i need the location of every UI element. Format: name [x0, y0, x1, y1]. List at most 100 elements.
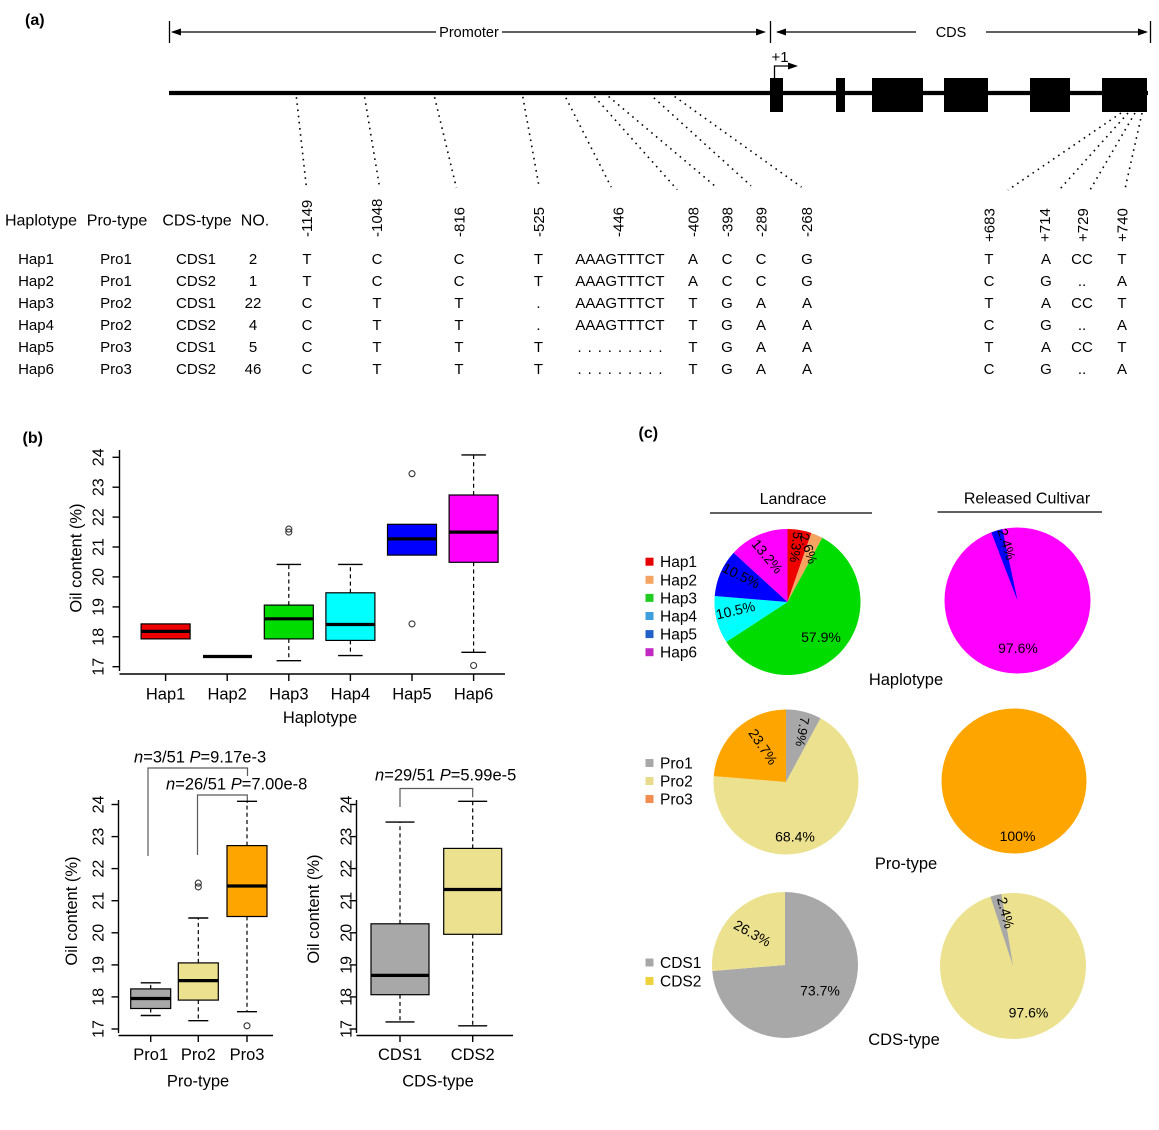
- svg-text:57.9%: 57.9%: [801, 629, 841, 645]
- svg-text:AAAGTTTCT: AAAGTTTCT: [575, 317, 664, 334]
- svg-text:Pro3: Pro3: [660, 792, 693, 809]
- svg-text:T: T: [688, 339, 697, 356]
- svg-text:Haplotype: Haplotype: [869, 671, 943, 689]
- svg-text:Pro2: Pro2: [660, 774, 693, 791]
- svg-text:Pro3: Pro3: [230, 1046, 265, 1064]
- svg-text:T: T: [454, 317, 463, 334]
- svg-text:A: A: [1117, 361, 1127, 378]
- svg-text:G: G: [721, 361, 733, 378]
- svg-text:A: A: [1041, 295, 1051, 312]
- svg-text:G: G: [1040, 317, 1052, 334]
- svg-text:T: T: [984, 339, 993, 356]
- svg-text:.: .: [536, 295, 540, 312]
- svg-text:24: 24: [91, 796, 108, 814]
- svg-text:CDS2: CDS2: [176, 317, 216, 334]
- svg-text:CDS2: CDS2: [176, 361, 216, 378]
- svg-text:22: 22: [339, 860, 356, 878]
- svg-text:T: T: [534, 339, 543, 356]
- svg-text:T: T: [1117, 251, 1126, 268]
- svg-text:C: C: [302, 317, 313, 334]
- svg-text:+740: +740: [1115, 208, 1132, 242]
- svg-text:22: 22: [91, 508, 108, 526]
- svg-text:G: G: [801, 273, 813, 290]
- svg-text:T: T: [372, 339, 381, 356]
- svg-text:..: ..: [1078, 361, 1086, 378]
- svg-text:Hap1: Hap1: [146, 686, 185, 704]
- svg-text:Hap2: Hap2: [660, 572, 697, 589]
- svg-text:C: C: [984, 361, 995, 378]
- svg-text:. . . . . . . . .: . . . . . . . . .: [578, 361, 663, 378]
- svg-text:-408: -408: [686, 207, 703, 237]
- svg-text:97.6%: 97.6%: [998, 640, 1038, 656]
- svg-text:-289: -289: [753, 207, 770, 237]
- svg-text:5: 5: [249, 339, 257, 356]
- svg-text:-268: -268: [799, 207, 816, 237]
- svg-text:23: 23: [339, 828, 356, 846]
- svg-text:(a): (a): [25, 12, 45, 29]
- svg-text:G: G: [721, 339, 733, 356]
- svg-text:A: A: [1041, 339, 1051, 356]
- svg-text:.: .: [536, 317, 540, 334]
- svg-text:T: T: [984, 295, 993, 312]
- svg-text:+729: +729: [1075, 208, 1092, 242]
- svg-text:CDS2: CDS2: [451, 1046, 495, 1064]
- svg-text:T: T: [1117, 295, 1126, 312]
- svg-text:T: T: [302, 251, 311, 268]
- svg-text:CDS2: CDS2: [176, 273, 216, 290]
- svg-text:. . . . . . . . .: . . . . . . . . .: [578, 339, 663, 356]
- svg-text:C: C: [372, 251, 383, 268]
- svg-text:CDS-type: CDS-type: [868, 1031, 940, 1049]
- svg-text:Hap6: Hap6: [18, 361, 54, 378]
- svg-text:Hap4: Hap4: [660, 609, 697, 626]
- svg-text:24: 24: [339, 796, 356, 814]
- svg-text:CDS1: CDS1: [378, 1046, 422, 1064]
- svg-text:17: 17: [339, 1020, 356, 1038]
- svg-text:T: T: [454, 339, 463, 356]
- svg-text:23: 23: [91, 478, 108, 496]
- svg-text:Hap5: Hap5: [660, 627, 697, 644]
- svg-text:18: 18: [91, 988, 108, 1006]
- svg-text:18: 18: [339, 988, 356, 1006]
- svg-text:A: A: [756, 317, 766, 334]
- svg-text:(c): (c): [639, 425, 659, 442]
- svg-text:T: T: [688, 317, 697, 334]
- svg-text:G: G: [721, 317, 733, 334]
- svg-text:CDS1: CDS1: [176, 339, 216, 356]
- svg-text:C: C: [454, 251, 465, 268]
- svg-text:T: T: [688, 361, 697, 378]
- svg-text:Hap1: Hap1: [660, 554, 697, 571]
- svg-text:G: G: [1040, 273, 1052, 290]
- svg-text:Pro-type: Pro-type: [87, 213, 148, 230]
- svg-text:1: 1: [249, 273, 257, 290]
- svg-text:Hap2: Hap2: [18, 273, 54, 290]
- svg-text:C: C: [756, 273, 767, 290]
- svg-text:Landrace: Landrace: [760, 491, 827, 508]
- svg-text:Pro1: Pro1: [660, 756, 693, 773]
- svg-text:Pro2: Pro2: [100, 317, 132, 334]
- svg-text:19: 19: [91, 956, 108, 974]
- svg-text:22: 22: [91, 860, 108, 878]
- svg-text:22: 22: [245, 295, 262, 312]
- svg-text:73.7%: 73.7%: [800, 982, 840, 998]
- svg-text:Hap3: Hap3: [269, 686, 308, 704]
- svg-text:n=29/51 P=5.99e-5: n=29/51 P=5.99e-5: [375, 767, 516, 785]
- svg-text:A: A: [688, 251, 698, 268]
- svg-text:97.6%: 97.6%: [1009, 1005, 1049, 1021]
- svg-text:46: 46: [245, 361, 262, 378]
- svg-text:CC: CC: [1071, 339, 1093, 356]
- svg-text:A: A: [756, 361, 766, 378]
- svg-text:Pro2: Pro2: [181, 1046, 216, 1064]
- svg-text:Hap6: Hap6: [660, 645, 697, 662]
- svg-text:A: A: [756, 295, 766, 312]
- svg-text:5.3%: 5.3%: [787, 531, 806, 563]
- svg-text:23: 23: [91, 828, 108, 846]
- svg-text:n=3/51 P=9.17e-3: n=3/51 P=9.17e-3: [134, 749, 266, 767]
- svg-text:T: T: [302, 273, 311, 290]
- svg-text:T: T: [372, 361, 381, 378]
- svg-text:17: 17: [91, 658, 108, 676]
- svg-text:C: C: [302, 295, 313, 312]
- svg-text:G: G: [801, 251, 813, 268]
- svg-text:19: 19: [91, 598, 108, 616]
- svg-text:T: T: [984, 251, 993, 268]
- svg-text:CDS-type: CDS-type: [402, 1073, 474, 1091]
